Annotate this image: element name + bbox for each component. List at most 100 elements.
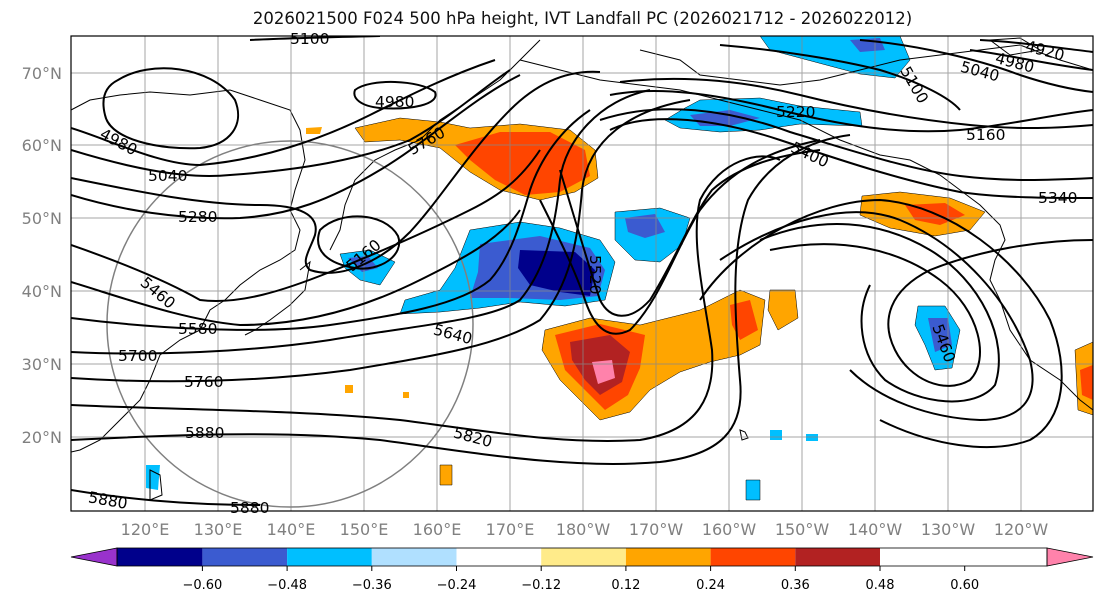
ivt-shading: [146, 36, 1093, 501]
contour-5640: [71, 109, 591, 331]
lon-label: 160°E: [413, 520, 462, 539]
arctic-coastline: [639, 44, 1093, 86]
lon-label: 120°W: [994, 520, 1049, 539]
contour-5640-ridge: [559, 149, 821, 317]
ivt-positive-area: [306, 127, 322, 134]
colorbar-segment: [371, 548, 457, 566]
contour-5400: [599, 108, 1093, 181]
contour-4980-low: [102, 67, 240, 150]
contour-5340: [609, 118, 1093, 199]
lon-label: 120°E: [121, 520, 170, 539]
lon-label: 150°E: [340, 520, 389, 539]
hawaii: [739, 429, 749, 441]
lon-label: 140°E: [267, 520, 316, 539]
ivt-positive-area: [455, 132, 590, 195]
contour-label: 5880: [87, 488, 129, 513]
ivt-negative-area: [770, 430, 782, 440]
contour-label: 5520: [586, 255, 604, 294]
contour-4980-west: [71, 59, 496, 167]
contour-5280: [71, 74, 521, 220]
colorbar-tick-label: −0.60: [182, 578, 222, 593]
contour-5160-cutoff: [317, 215, 401, 270]
contour-5220: [609, 89, 1093, 133]
contour-5460-trough: [769, 239, 1093, 387]
contour-label: 5700: [118, 347, 157, 365]
contour-4920: [979, 39, 1093, 53]
latitude-axis: 70°N 60°N 50°N 40°N 30°N 20°N: [22, 64, 62, 447]
colorbar-tick-label: −0.36: [352, 578, 392, 593]
contour-label: 5820: [451, 424, 494, 452]
contour-label: 5220: [776, 103, 815, 121]
colorbar-right-extension: [1047, 548, 1093, 566]
colorbar-left-extension: [71, 548, 117, 566]
ivt-negative-area: [518, 250, 595, 296]
colorbar-tick-label: −0.12: [521, 578, 561, 593]
colorbar-segment: [287, 548, 372, 566]
colorbar-tick-label: −0.24: [437, 578, 477, 593]
ivt-positive-area: [767, 289, 799, 331]
contour-label: 4980: [97, 125, 140, 159]
contour-5820: [71, 155, 781, 442]
contour-5160-east: [619, 77, 1093, 130]
contour-label: 5340: [1038, 189, 1077, 207]
lat-label: 20°N: [22, 428, 62, 447]
contour-5700: [71, 89, 651, 355]
contour-5580: [71, 209, 521, 327]
colorbar-tick-label: 0.24: [696, 578, 725, 593]
contour-labels: 5100 4980 5760 4980 5040 5280 5160 5460 …: [87, 30, 1078, 517]
contour-5040-east: [859, 39, 1093, 93]
contour-5520-trough: [759, 222, 1000, 403]
lat-label: 40°N: [22, 282, 62, 301]
ivt-negative-area: [928, 318, 952, 352]
contour-label: 5880: [185, 424, 224, 442]
contour-5160-ring: [71, 70, 601, 274]
ivt-negative-area: [625, 214, 665, 238]
ivt-negative-area: [745, 479, 761, 501]
colorbar-tick-label: 0.36: [781, 578, 810, 593]
colorbar-tick-label: −0.48: [267, 578, 307, 593]
contour-5880-south: [71, 489, 261, 506]
lon-label: 170°W: [629, 520, 684, 539]
colorbar-tick-label: 0.12: [611, 578, 640, 593]
contour-label: 5100: [896, 64, 931, 107]
contour-label: 5640: [431, 321, 474, 349]
colorbar-tick-label: 0.48: [866, 578, 895, 593]
colorbar-segment: [710, 548, 796, 566]
lat-label: 30°N: [22, 355, 62, 374]
contour-label: 5760: [184, 373, 223, 391]
colorbar: −0.60 −0.48 −0.36 −0.24 −0.12 0.12 0.24 …: [70, 547, 1094, 593]
contour-5880: [71, 134, 851, 465]
lon-label: 140°W: [848, 520, 903, 539]
colorbar-segment: [795, 548, 880, 566]
lon-label: 160°W: [702, 520, 757, 539]
contour-5460: [71, 149, 541, 302]
longitude-axis: 120°E 130°E 140°E 150°E 160°E 170°E 180°…: [121, 520, 1049, 539]
contour-label: 5880: [230, 499, 269, 517]
height-contours: [71, 36, 1093, 506]
colorbar-segment: [456, 548, 542, 566]
ivt-positive-area: [403, 392, 409, 398]
map-title: 2026021500 F024 500 hPa height, IVT Land…: [252, 9, 913, 28]
contour-outer-trough-2: [699, 198, 1063, 449]
colorbar-segment: [117, 548, 203, 566]
ivt-positive-area: [439, 464, 453, 486]
alaska-coastline: [519, 59, 1093, 411]
arctic-island: [988, 37, 1042, 56]
contour-4980-small: [353, 81, 437, 110]
lon-label: 130°W: [921, 520, 976, 539]
colorbar-segment: [202, 548, 288, 566]
contour-label: 5040: [148, 167, 187, 185]
lat-label: 50°N: [22, 209, 62, 228]
ivt-negative-area: [146, 465, 160, 490]
contour-outer-trough-1: [719, 211, 1034, 422]
ivt-positive-area: [345, 385, 353, 393]
lon-label: 130°E: [194, 520, 243, 539]
colorbar-segment: [625, 548, 711, 566]
lon-label: 180°W: [556, 520, 611, 539]
ivt-positive-area: [592, 360, 615, 384]
ivt-positive-area: [1080, 365, 1093, 400]
philippines: [149, 469, 163, 501]
colorbar-tick-label: 0.60: [950, 578, 979, 593]
contour-5100-east: [719, 44, 961, 111]
